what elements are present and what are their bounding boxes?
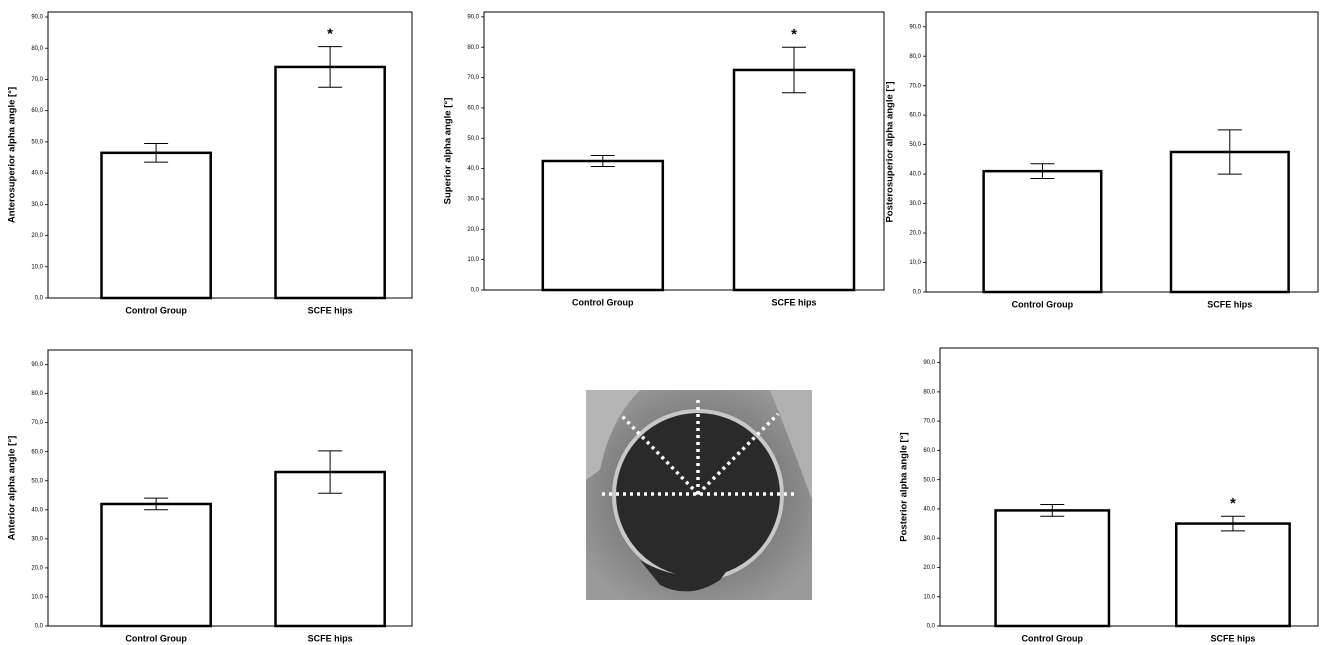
y-tick-label: 0,0 — [471, 288, 480, 294]
bar — [996, 510, 1109, 626]
x-tick-label: Control Group — [572, 297, 634, 307]
y-tick-label: 10,0 — [31, 595, 43, 601]
x-tick-label: Control Group — [125, 633, 187, 643]
x-tick-label: SCFE hips — [308, 633, 353, 643]
mri-image — [586, 390, 812, 600]
y-tick-label: 30,0 — [467, 197, 479, 203]
y-tick-label: 70,0 — [909, 83, 921, 89]
y-tick-label: 30,0 — [923, 536, 935, 542]
y-tick-label: 60,0 — [31, 449, 43, 455]
y-tick-label: 0,0 — [927, 624, 936, 630]
y-tick-label: 20,0 — [909, 231, 921, 237]
y-tick-label: 10,0 — [909, 260, 921, 266]
y-tick-label: 30,0 — [31, 536, 43, 542]
chart-panel: 0,0 10,0 20,0 30,0 40,0 50,0 60,0 70,0 80,0 90,0 A… — [7, 12, 412, 315]
y-tick-label: 20,0 — [467, 227, 479, 233]
y-tick-label: 50,0 — [923, 477, 935, 483]
y-tick-label: 60,0 — [467, 105, 479, 111]
figure: 0,0 10,0 20,0 30,0 40,0 50,0 60,0 70,0 80,0 90,0 A… — [0, 0, 1328, 645]
bar — [102, 504, 211, 626]
y-tick-label: 90,0 — [467, 14, 479, 20]
y-tick-label: 70,0 — [923, 419, 935, 425]
y-tick-label: 60,0 — [31, 108, 43, 114]
y-tick-label: 70,0 — [31, 420, 43, 426]
y-axis-label: Posterior alpha angle [°] — [899, 432, 910, 541]
bar — [276, 472, 385, 626]
y-tick-label: 50,0 — [31, 139, 43, 145]
bar — [102, 153, 211, 298]
y-tick-label: 30,0 — [909, 201, 921, 207]
y-tick-label: 90,0 — [909, 24, 921, 30]
y-tick-label: 80,0 — [31, 391, 43, 397]
y-tick-label: 80,0 — [467, 45, 479, 51]
y-tick-label: 80,0 — [31, 46, 43, 52]
y-tick-label: 10,0 — [31, 264, 43, 270]
x-tick-label: SCFE hips — [771, 297, 816, 307]
y-tick-label: 70,0 — [31, 77, 43, 83]
y-axis-label: Superior alpha angle [°] — [443, 98, 454, 205]
y-tick-label: 20,0 — [923, 565, 935, 571]
chart-panel: 0,0 10,0 20,0 30,0 40,0 50,0 60,0 70,0 80,0 90,0 P… — [899, 348, 1318, 643]
y-tick-label: 50,0 — [909, 142, 921, 148]
y-tick-label: 20,0 — [31, 233, 43, 239]
significance-marker: * — [327, 26, 333, 43]
y-tick-label: 10,0 — [467, 257, 479, 263]
bar — [734, 70, 854, 290]
x-tick-label: Control Group — [125, 305, 187, 315]
x-tick-label: SCFE hips — [1207, 299, 1252, 309]
y-tick-label: 80,0 — [909, 54, 921, 60]
y-axis-label: Anterior alpha angle [°] — [7, 436, 18, 541]
significance-marker: * — [791, 26, 797, 43]
y-tick-label: 20,0 — [31, 565, 43, 571]
significance-marker: * — [1230, 495, 1236, 512]
y-tick-label: 40,0 — [909, 172, 921, 178]
y-tick-label: 80,0 — [923, 389, 935, 395]
y-tick-label: 30,0 — [31, 202, 43, 208]
y-tick-label: 0,0 — [913, 290, 922, 296]
y-tick-label: 90,0 — [31, 15, 43, 21]
chart-panel: 0,0 10,0 20,0 30,0 40,0 50,0 60,0 70,0 80,0 90,0 S… — [443, 12, 884, 307]
x-tick-label: SCFE hips — [308, 305, 353, 315]
y-axis-label: Posterosuperior alpha angle [°] — [885, 81, 896, 222]
chart-panel: 0,0 10,0 20,0 30,0 40,0 50,0 60,0 70,0 80,0 90,0 A… — [7, 350, 412, 643]
y-tick-label: 60,0 — [909, 113, 921, 119]
x-tick-label: Control Group — [1022, 633, 1084, 643]
bar — [543, 161, 663, 290]
y-tick-label: 90,0 — [923, 360, 935, 366]
bar — [984, 171, 1102, 292]
y-tick-label: 70,0 — [467, 75, 479, 81]
y-tick-label: 40,0 — [923, 507, 935, 513]
y-tick-label: 90,0 — [31, 362, 43, 368]
x-tick-label: SCFE hips — [1210, 633, 1255, 643]
y-tick-label: 50,0 — [467, 136, 479, 142]
x-tick-label: Control Group — [1012, 299, 1074, 309]
y-tick-label: 40,0 — [467, 166, 479, 172]
y-tick-label: 10,0 — [923, 594, 935, 600]
y-tick-label: 0,0 — [35, 624, 44, 630]
y-tick-label: 50,0 — [31, 478, 43, 484]
chart-panel: 0,0 10,0 20,0 30,0 40,0 50,0 60,0 70,0 80,0 90,0 P… — [885, 12, 1318, 309]
y-tick-label: 60,0 — [923, 448, 935, 454]
y-axis-label: Anterosuperior alpha angle [°] — [7, 87, 18, 223]
y-tick-label: 0,0 — [35, 296, 44, 302]
y-tick-label: 40,0 — [31, 171, 43, 177]
bar — [276, 67, 385, 298]
bar — [1176, 524, 1289, 626]
y-tick-label: 40,0 — [31, 507, 43, 513]
